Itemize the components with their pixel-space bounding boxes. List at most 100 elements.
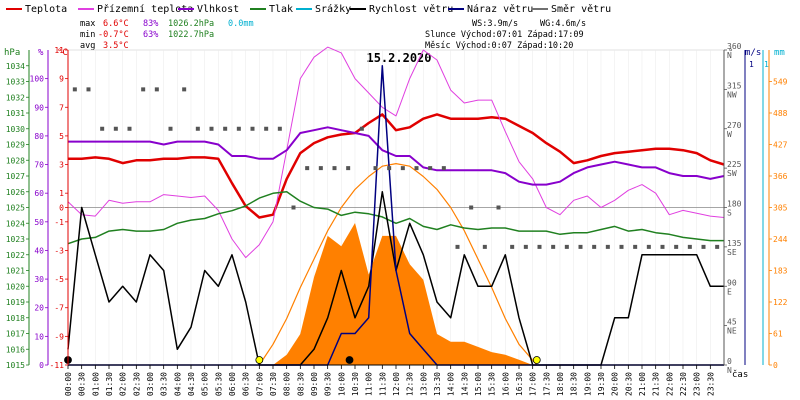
series-teplota-line xyxy=(68,113,725,219)
x-tick-label: 22:30 xyxy=(679,372,688,396)
x-tick-label: 12:30 xyxy=(406,372,415,396)
wind-direction-point xyxy=(428,166,433,171)
direction-tick-label: N xyxy=(727,366,732,375)
wind-direction-point xyxy=(182,87,187,92)
wind-direction-point xyxy=(236,126,241,131)
pressure_hpa-tick-label: 1024 xyxy=(6,219,25,228)
temp_c-tick-label: 1 xyxy=(59,189,64,198)
temp_c-tick-label: -9 xyxy=(54,332,64,341)
legend-item-teplota: Teplota xyxy=(6,4,67,15)
legend-label: Přízemní teplota xyxy=(97,3,193,15)
sunrise-marker xyxy=(255,356,264,364)
stats-min-hum: 63% xyxy=(143,30,158,40)
wind-direction-point xyxy=(113,126,118,131)
stats-max-rain: 0.0mm xyxy=(228,19,254,29)
pressure_hpa-tick-label: 1032 xyxy=(6,93,25,102)
direction-tick-label: 135 xyxy=(727,239,742,248)
humidity_pct-tick-label: 20 xyxy=(34,304,44,313)
humidity_pct-tick-label: 100 xyxy=(30,75,45,84)
pressure_hpa-tick-label: 1026 xyxy=(6,188,25,197)
wind-direction-point xyxy=(154,87,159,92)
stats-block: max 6.6°C 83% 1026.2hPa 0.0mm min -0.7°C… xyxy=(80,19,586,51)
unit-mm: mm xyxy=(774,48,785,58)
legend-label: Náraz větru xyxy=(467,3,533,15)
x-tick-label: 11:30 xyxy=(378,372,387,396)
x-tick-label: 11:00 xyxy=(365,372,374,396)
x-tick-label: 03:30 xyxy=(160,372,169,396)
x-tick-label: 21:00 xyxy=(638,372,647,396)
x-tick-label: 09:00 xyxy=(310,372,319,396)
legend-item-naraz-vetru: Náraz větru xyxy=(448,3,533,15)
axes-layer: 00:00 00:30 01:00 01:30 02:00 02:30 03:00 03:30… xyxy=(6,42,788,396)
x-tick-label: 10:00 xyxy=(337,372,346,396)
x-tick-label: 13:00 xyxy=(419,372,428,396)
stats-max-press: 1026.2hPa xyxy=(168,19,214,29)
x-tick-label: 17:00 xyxy=(529,372,538,396)
direction-tick-label: 180 xyxy=(727,200,742,209)
temp_c-tick-label: 9 xyxy=(59,75,64,84)
unit-time: čas xyxy=(732,369,748,380)
temp_c-tick-label: 7 xyxy=(59,103,64,112)
wind-direction-point xyxy=(387,166,392,171)
pressure_hpa-tick-label: 1025 xyxy=(6,204,25,213)
wind-direction-point xyxy=(455,244,460,249)
wind-direction-point xyxy=(564,244,569,249)
legend-label: Tlak xyxy=(269,4,293,15)
wind-direction-point xyxy=(592,244,597,249)
x-tick-label: 00:30 xyxy=(78,372,87,396)
wind-direction-point xyxy=(291,205,296,210)
moonset-marker xyxy=(345,356,354,364)
temp_c-tick-label: 3 xyxy=(59,161,64,170)
direction-tick-label: SE xyxy=(727,248,737,257)
temp_c-tick-label: -1 xyxy=(54,218,64,227)
wind-direction-point xyxy=(127,126,132,131)
x-tick-label: 12:00 xyxy=(392,372,401,396)
wind-direction-point xyxy=(359,126,364,131)
wind-tick-label: 1 xyxy=(749,60,754,69)
wind-direction-point xyxy=(100,126,105,131)
x-tick-label: 06:00 xyxy=(228,372,237,396)
pressure_hpa-tick-label: 1018 xyxy=(6,314,25,323)
x-tick-label: 07:30 xyxy=(269,372,278,396)
humidity_pct-tick-label: 80 xyxy=(34,132,44,141)
temp_c-tick-label: 5 xyxy=(59,132,64,141)
solar-tick-label: 305 xyxy=(773,204,788,213)
pressure_hpa-tick-label: 1022 xyxy=(6,251,25,260)
humidity_pct-tick-label: 0 xyxy=(39,361,44,370)
legend-item-smer-vetru: Směr větru xyxy=(532,3,611,15)
x-tick-label: 19:30 xyxy=(597,372,606,396)
x-tick-label: 20:00 xyxy=(611,372,620,396)
x-tick-label: 04:30 xyxy=(187,372,196,396)
wind-direction-point xyxy=(72,87,77,92)
temp_c-tick-label: 11 xyxy=(54,46,64,55)
pressure_hpa-tick-label: 1020 xyxy=(6,282,25,291)
x-tick-label: 02:30 xyxy=(132,372,141,396)
legend-label: Rychlost větru xyxy=(369,3,453,15)
wind-direction-point xyxy=(496,205,501,210)
humidity_pct-tick-label: 40 xyxy=(34,246,44,255)
pressure_hpa-tick-label: 1023 xyxy=(6,235,25,244)
direction-tick-label: SW xyxy=(727,169,737,178)
x-tick-label: 21:30 xyxy=(652,372,661,396)
x-tick-label: 17:30 xyxy=(542,372,551,396)
x-tick-label: 15:00 xyxy=(474,372,483,396)
legend-item-tlak: Tlak xyxy=(250,4,293,15)
pressure_hpa-tick-label: 1015 xyxy=(6,361,25,370)
wind-direction-point xyxy=(414,166,419,171)
direction-tick-label: E xyxy=(727,287,732,296)
legend: Teplota Přízemní teplota Vlhkost Tlak Sr… xyxy=(6,3,611,15)
wind-direction-point xyxy=(250,126,255,131)
humidity_pct-tick-label: 60 xyxy=(34,189,44,198)
axis-units: hPa % °C ° m/s mm čas xyxy=(4,48,785,380)
wind-direction-point xyxy=(674,244,679,249)
wind-direction-point xyxy=(510,244,515,249)
grid-layer xyxy=(67,49,725,366)
x-tick-label: 15:30 xyxy=(488,372,497,396)
wind-direction-point xyxy=(86,87,91,92)
pressure_hpa-tick-label: 1029 xyxy=(6,141,25,150)
pressure_hpa-tick-label: 1034 xyxy=(6,62,25,71)
solar-tick-label: 427 xyxy=(773,141,788,150)
solar-tick-label: 549 xyxy=(773,78,788,87)
direction-tick-label: 45 xyxy=(727,318,737,327)
